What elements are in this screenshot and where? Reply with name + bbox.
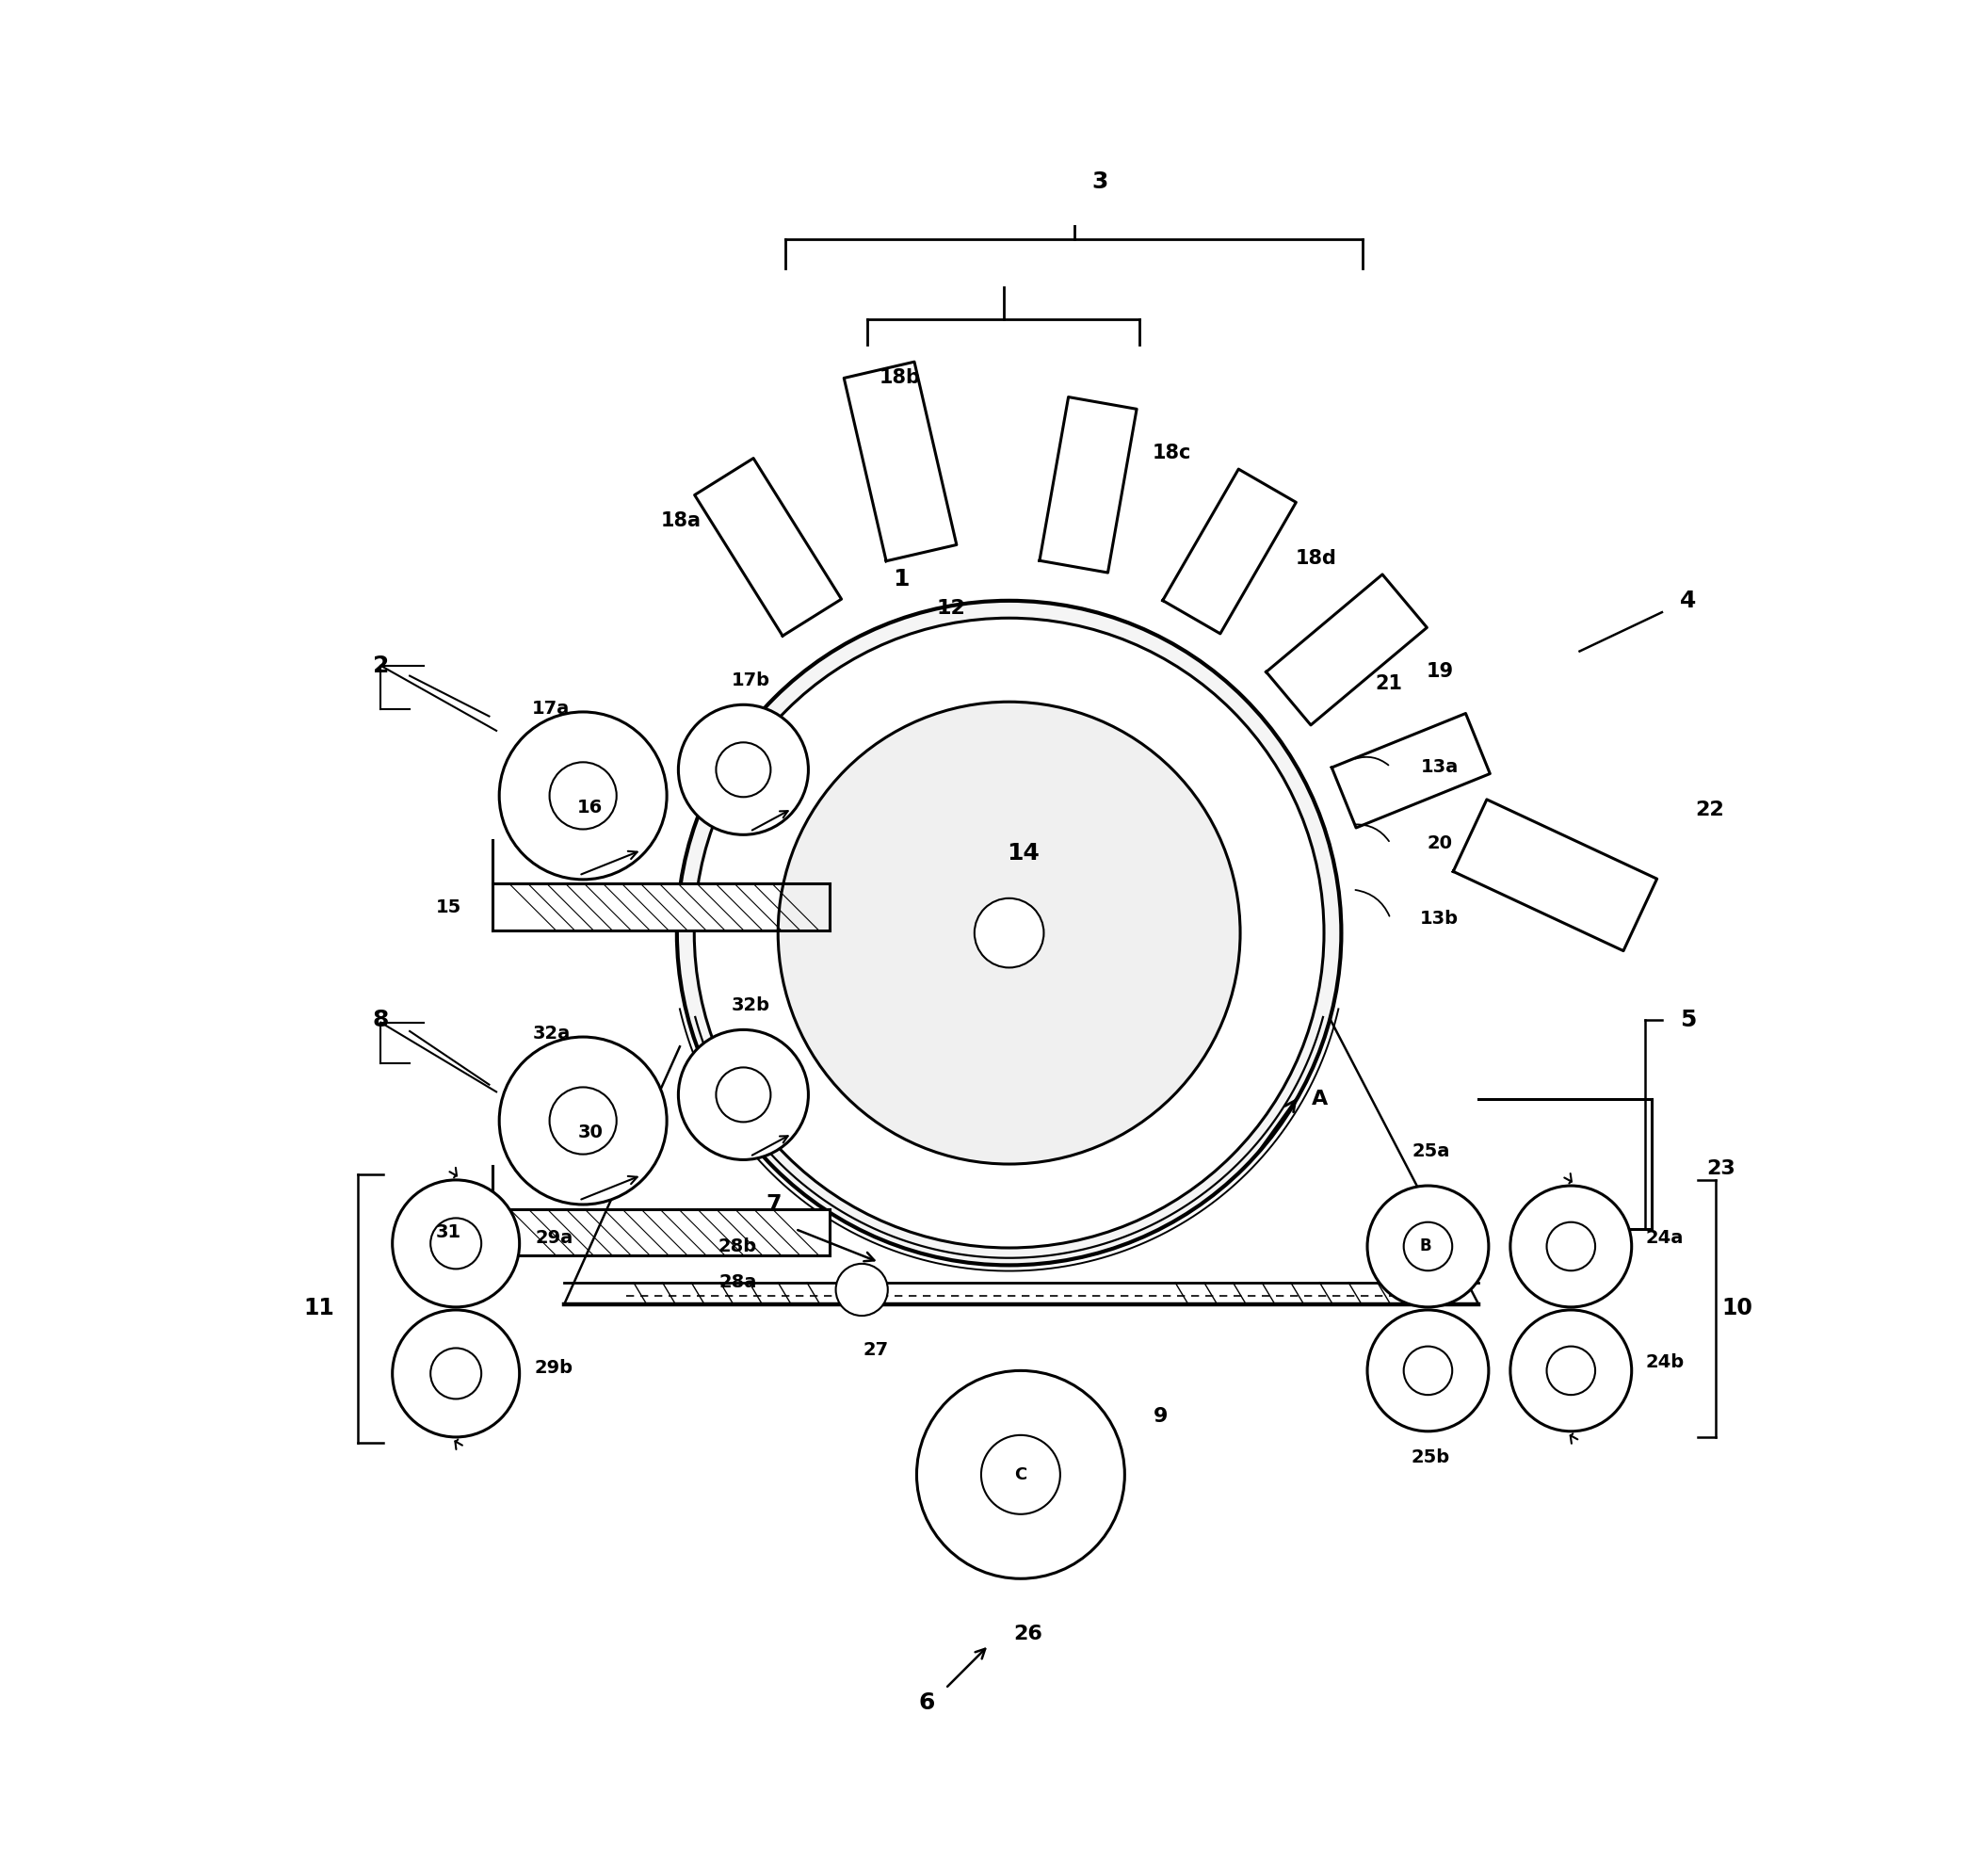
Circle shape — [1404, 1347, 1453, 1396]
Circle shape — [975, 899, 1044, 968]
Text: 30: 30 — [577, 1124, 603, 1141]
Text: 8: 8 — [372, 1007, 390, 1032]
Text: 15: 15 — [435, 899, 461, 915]
Circle shape — [392, 1309, 520, 1437]
Text: 28a: 28a — [719, 1274, 756, 1291]
Text: 24a: 24a — [1646, 1229, 1683, 1248]
Circle shape — [1366, 1186, 1489, 1308]
Text: A: A — [1311, 1090, 1327, 1109]
Text: 14: 14 — [1006, 842, 1040, 865]
Text: 17b: 17b — [730, 672, 770, 688]
Text: 18d: 18d — [1296, 550, 1337, 568]
Text: C: C — [1014, 1467, 1028, 1484]
Text: B: B — [1420, 1238, 1431, 1255]
Circle shape — [549, 1088, 616, 1154]
Circle shape — [677, 600, 1341, 1264]
Circle shape — [679, 1030, 809, 1159]
Polygon shape — [695, 458, 841, 636]
Text: 29a: 29a — [536, 1229, 573, 1248]
Text: 23: 23 — [1707, 1159, 1735, 1178]
Text: 26: 26 — [1014, 1625, 1042, 1643]
Text: 18c: 18c — [1152, 443, 1191, 463]
Circle shape — [717, 743, 770, 797]
Text: 16: 16 — [577, 799, 603, 816]
Circle shape — [918, 1371, 1124, 1578]
Circle shape — [717, 1067, 770, 1122]
Circle shape — [835, 1264, 888, 1315]
Polygon shape — [1331, 713, 1491, 827]
Circle shape — [981, 1435, 1059, 1514]
Circle shape — [1366, 1309, 1489, 1431]
Circle shape — [431, 1349, 480, 1399]
Text: 3: 3 — [1093, 171, 1109, 193]
Polygon shape — [845, 362, 957, 561]
Circle shape — [431, 1218, 480, 1268]
Circle shape — [500, 711, 667, 880]
Bar — [492, 884, 831, 930]
Circle shape — [1510, 1309, 1632, 1431]
Text: 10: 10 — [1721, 1296, 1752, 1321]
Text: 20: 20 — [1428, 835, 1453, 852]
Circle shape — [549, 762, 616, 829]
Text: 25a: 25a — [1412, 1142, 1449, 1159]
Polygon shape — [1040, 398, 1136, 572]
Circle shape — [1404, 1221, 1453, 1270]
Text: 13b: 13b — [1420, 910, 1459, 927]
Polygon shape — [1266, 574, 1428, 724]
Text: 4: 4 — [1680, 589, 1695, 612]
Polygon shape — [1453, 799, 1658, 951]
Circle shape — [679, 705, 809, 835]
Text: 31: 31 — [435, 1223, 461, 1240]
Text: 1: 1 — [892, 568, 910, 591]
Text: 12: 12 — [937, 598, 967, 617]
Text: 22: 22 — [1695, 801, 1725, 820]
Text: 24b: 24b — [1646, 1353, 1683, 1371]
Polygon shape — [1162, 469, 1296, 634]
Text: 27: 27 — [864, 1341, 890, 1360]
Text: 29b: 29b — [536, 1358, 573, 1377]
Text: 18b: 18b — [880, 368, 921, 386]
Text: 17a: 17a — [532, 700, 571, 719]
Text: 18a: 18a — [662, 512, 701, 531]
Circle shape — [1548, 1221, 1595, 1270]
Circle shape — [1510, 1186, 1632, 1308]
Text: 28b: 28b — [719, 1238, 756, 1255]
Circle shape — [392, 1180, 520, 1308]
Text: 32b: 32b — [730, 996, 770, 1015]
Bar — [492, 1208, 831, 1255]
Text: 9: 9 — [1154, 1407, 1168, 1426]
Text: 25b: 25b — [1412, 1448, 1451, 1467]
Circle shape — [778, 702, 1240, 1163]
Text: 32a: 32a — [532, 1024, 571, 1043]
Text: 5: 5 — [1680, 1007, 1695, 1032]
Text: 7: 7 — [766, 1193, 782, 1216]
Text: 19: 19 — [1428, 662, 1455, 681]
Circle shape — [695, 617, 1323, 1248]
Text: 2: 2 — [372, 655, 390, 677]
Text: 21: 21 — [1376, 675, 1402, 694]
Circle shape — [500, 1037, 667, 1204]
Text: 13a: 13a — [1420, 758, 1459, 777]
Circle shape — [1548, 1347, 1595, 1396]
Text: 6: 6 — [920, 1692, 935, 1715]
Text: 11: 11 — [303, 1296, 335, 1321]
